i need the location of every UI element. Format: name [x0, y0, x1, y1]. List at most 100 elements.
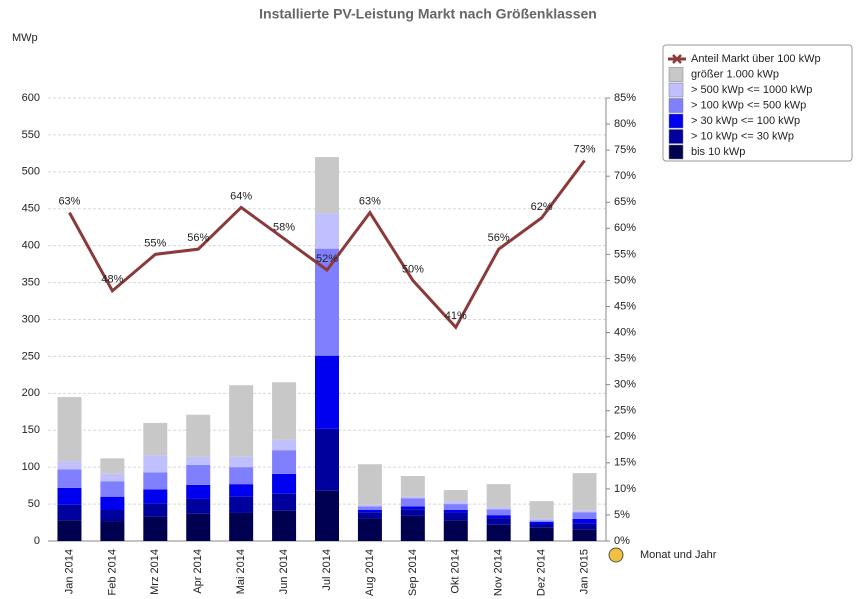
bar-segment: [486, 515, 511, 519]
data-label: 41%: [445, 310, 467, 322]
bar-segment: [100, 458, 125, 474]
bar-segment: [572, 518, 597, 524]
x-tick-label: Dez 2014: [536, 549, 548, 596]
bar-segment: [186, 498, 211, 514]
legend-label: > 10 kWp <= 30 kWp: [691, 130, 794, 142]
chart-title: Installierte PV-Leistung Markt nach Größ…: [259, 6, 597, 22]
legend-swatch: [668, 82, 684, 98]
bar-segment: [229, 512, 254, 541]
bar-segment: [400, 476, 425, 497]
legend-swatch: [668, 144, 684, 160]
legend-label: bis 10 kWp: [691, 146, 745, 158]
bar-segment: [186, 464, 211, 485]
bar-segment: [443, 501, 468, 505]
y-tick-label: 450: [22, 203, 40, 215]
x-tick-label: Sep 2014: [407, 549, 419, 596]
bar-segment: [186, 456, 211, 465]
y-tick-label: 150: [22, 424, 40, 436]
legend-marker: [672, 54, 682, 64]
y2-tick-label: 80%: [614, 118, 636, 130]
bar-segment: [443, 520, 468, 541]
y-tick-label: 550: [22, 129, 40, 141]
bar-segment: [443, 512, 468, 521]
x-tick-label: Okt 2014: [450, 549, 462, 594]
y2-tick-label: 55%: [614, 248, 636, 260]
bar-segment: [57, 397, 82, 462]
bar-segment: [229, 467, 254, 485]
bar-segment: [315, 490, 339, 541]
y2-tick-label: 15%: [614, 457, 636, 469]
bar-segment: [100, 521, 125, 541]
data-label: 64%: [230, 190, 252, 202]
data-label: 58%: [273, 222, 295, 234]
legend-swatch: [668, 113, 684, 129]
bar-segment: [272, 510, 297, 541]
bar-segment: [272, 382, 297, 440]
y2-tick-label: 50%: [614, 274, 636, 286]
legend-box: [662, 44, 853, 162]
x-tick-label: Aug 2014: [364, 549, 376, 596]
legend-label: Anteil Markt über 100 kWp: [691, 53, 821, 65]
legend-swatch: [668, 98, 684, 113]
bar-segment: [486, 507, 511, 510]
bar-segment: [572, 512, 597, 519]
bar-segment: [357, 512, 382, 519]
bar-segment: [143, 516, 168, 541]
bar-segment: [143, 422, 168, 456]
bar-segment: [315, 157, 339, 214]
data-label: 55%: [144, 237, 166, 249]
bar-segment: [100, 509, 125, 522]
x-tick-label: Apr 2014: [192, 549, 204, 594]
bar-segment: [572, 473, 597, 511]
bar-segment: [143, 503, 168, 517]
bar-segment: [529, 520, 554, 522]
bar-segment: [229, 496, 254, 513]
bar-segment: [400, 515, 425, 541]
bar-segment: [400, 506, 425, 510]
y2-tick-label: 30%: [614, 379, 636, 391]
bar-segment: [486, 518, 511, 525]
x-tick-label: Jan 2014: [63, 549, 75, 594]
legend-label: > 100 kWp <= 500 kWp: [691, 99, 806, 111]
bar-segment: [529, 501, 554, 519]
bar-segment: [486, 484, 511, 508]
data-label: 63%: [359, 196, 381, 208]
y2-tick-label: 70%: [614, 170, 636, 182]
y-tick-label: 600: [22, 92, 40, 104]
y-tick-label: 300: [22, 313, 40, 325]
bar-segment: [529, 521, 554, 525]
bar-segment: [315, 248, 339, 356]
bar-segment: [529, 524, 554, 528]
bar-segment: [486, 509, 511, 516]
bar-segment: [272, 473, 297, 494]
bar-segment: [57, 520, 82, 541]
bar-segment: [529, 527, 554, 541]
y2-tick-label: 60%: [614, 222, 636, 234]
y-tick-label: 350: [22, 276, 40, 288]
bar-segment: [100, 473, 125, 482]
line-series: [68, 159, 586, 330]
bar-segment: [357, 506, 382, 510]
y2-tick-label: 65%: [614, 196, 636, 208]
data-label: 62%: [531, 201, 553, 213]
y-tick-label: 100: [22, 461, 40, 473]
bar-segment: [443, 509, 468, 513]
bar-segment: [186, 414, 211, 457]
x-axis-label: Monat und Jahr: [640, 549, 717, 561]
y2-tick-label: 40%: [614, 326, 636, 338]
y2-tick-label: 35%: [614, 352, 636, 364]
y-tick-label: 0: [34, 535, 40, 547]
bar-segment: [400, 496, 425, 499]
y2-tick-label: 20%: [614, 431, 636, 443]
bar-segment: [357, 509, 382, 513]
bar-segment: [400, 498, 425, 507]
x-tick-label: Mai 2014: [235, 549, 247, 594]
bar-segment: [186, 484, 211, 499]
data-label: 63%: [58, 196, 80, 208]
y-tick-label: 500: [22, 166, 40, 178]
bar-segment: [229, 385, 254, 457]
legend-label: größer 1.000 kWp: [691, 68, 779, 80]
legend-label: > 30 kWp <= 100 kWp: [691, 115, 800, 127]
data-label: 56%: [187, 232, 209, 244]
